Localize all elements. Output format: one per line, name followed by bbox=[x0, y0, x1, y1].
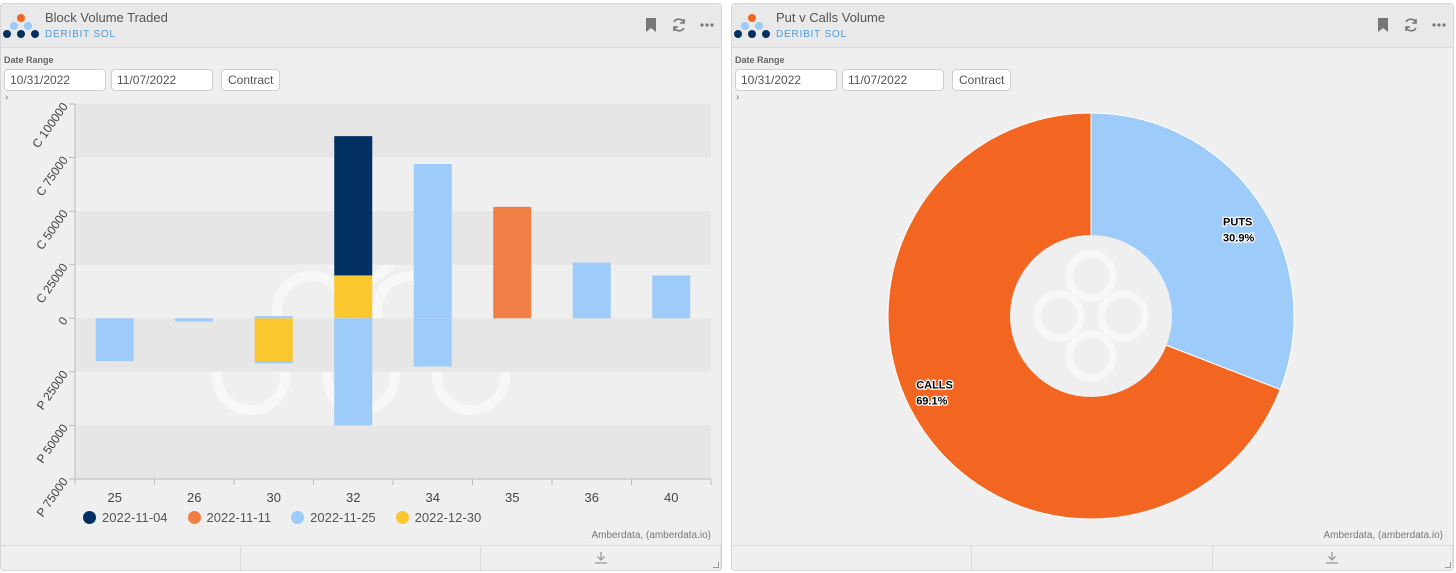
date-range-label: Date Range bbox=[4, 55, 54, 65]
end-date-input[interactable] bbox=[842, 69, 944, 91]
bar-35-2022-11-11[interactable] bbox=[493, 206, 532, 319]
legend-swatch bbox=[187, 511, 201, 524]
download-icon[interactable] bbox=[594, 551, 608, 565]
bar-26-2022-11-25[interactable] bbox=[175, 318, 214, 322]
bar-34-2022-11-25[interactable] bbox=[413, 318, 452, 367]
bar-36-2022-11-25[interactable] bbox=[572, 262, 611, 319]
legend-item[interactable]: 2022-11-25 bbox=[291, 510, 376, 525]
x-tick-label: 26 bbox=[187, 490, 201, 505]
x-tick-label: 40 bbox=[664, 490, 678, 505]
start-date-input[interactable] bbox=[735, 69, 837, 91]
bookmark-icon[interactable] bbox=[643, 17, 659, 33]
grid-band bbox=[75, 211, 711, 265]
legend-swatch bbox=[291, 511, 305, 524]
resize-handle[interactable] bbox=[1445, 562, 1451, 568]
slice-percent: 30.9% bbox=[1223, 233, 1254, 245]
y-tick-label: P 25000 bbox=[34, 368, 71, 413]
put-v-calls-donut-chart: PUTS 30.9% CALLS 69.1% bbox=[887, 112, 1295, 520]
donut-hole bbox=[1010, 235, 1172, 397]
panel-footer bbox=[1, 545, 721, 570]
y-tick-label: 0 bbox=[55, 314, 70, 328]
bar-32-2022-12-30[interactable] bbox=[334, 275, 373, 319]
bar-40-2022-11-25[interactable] bbox=[652, 275, 691, 319]
contract-button[interactable]: Contract bbox=[952, 69, 1012, 91]
grid-band bbox=[75, 104, 711, 158]
chart-legend: 2022-11-04 2022-11-11 2022-11-25 2022-12… bbox=[83, 510, 481, 525]
panel-header: Block Volume Traded DERIBIT SOL bbox=[1, 4, 721, 48]
x-tick-label: 36 bbox=[585, 490, 599, 505]
footer-cell bbox=[972, 546, 1213, 570]
y-tick-label: C 100000 bbox=[29, 100, 71, 151]
panel-subtitle: DERIBIT SOL bbox=[776, 29, 847, 40]
legend-item[interactable]: 2022-11-04 bbox=[83, 510, 168, 525]
y-tick-label: C 50000 bbox=[33, 207, 71, 252]
bar-32-2022-11-25[interactable] bbox=[334, 318, 373, 426]
footer-cell bbox=[241, 546, 481, 570]
x-tick-label: 32 bbox=[346, 490, 360, 505]
credit-text: Amberdata, (amberdata.io) bbox=[591, 530, 711, 541]
bar-32-2022-11-04[interactable] bbox=[334, 136, 373, 276]
refresh-icon[interactable] bbox=[1403, 17, 1419, 33]
bar-34-2022-11-25[interactable] bbox=[413, 164, 452, 319]
date-range-label: Date Range bbox=[735, 55, 785, 65]
more-icon[interactable] bbox=[1431, 17, 1447, 33]
x-tick-label: 35 bbox=[505, 490, 519, 505]
footer-cell bbox=[481, 546, 721, 570]
footer-cell bbox=[1, 546, 241, 570]
bar-30-2022-11-25[interactable] bbox=[254, 362, 293, 364]
more-icon[interactable] bbox=[699, 17, 715, 33]
x-tick-label: 30 bbox=[267, 490, 281, 505]
watermark-logo bbox=[1033, 250, 1149, 382]
y-tick-label: C 75000 bbox=[33, 153, 71, 198]
amberdata-logo-icon bbox=[3, 14, 39, 38]
legend-swatch bbox=[395, 511, 409, 524]
put-v-calls-panel: Put v Calls Volume DERIBIT SOL Date Rang… bbox=[731, 3, 1454, 571]
expand-chevron-icon[interactable]: › bbox=[5, 92, 9, 103]
x-tick-label: 34 bbox=[426, 490, 440, 505]
panel-subtitle: DERIBIT SOL bbox=[45, 29, 116, 40]
legend-label: 2022-12-30 bbox=[414, 510, 482, 525]
slice-percent: 69.1% bbox=[916, 395, 947, 407]
start-date-input[interactable] bbox=[4, 69, 106, 91]
x-tick-label: 25 bbox=[108, 490, 122, 505]
bar-30-2022-11-25[interactable] bbox=[254, 316, 293, 319]
refresh-icon[interactable] bbox=[671, 17, 687, 33]
legend-item[interactable]: 2022-12-30 bbox=[395, 510, 482, 525]
panel-title: Block Volume Traded bbox=[45, 10, 168, 25]
legend-label: 2022-11-11 bbox=[206, 510, 272, 525]
bar-25-2022-11-25[interactable] bbox=[95, 318, 134, 362]
block-volume-panel: Block Volume Traded DERIBIT SOL Date Ran… bbox=[0, 3, 722, 571]
slice-label: PUTS bbox=[1223, 217, 1252, 229]
legend-label: 2022-11-04 bbox=[102, 510, 168, 525]
footer-cell bbox=[1213, 546, 1453, 570]
download-icon[interactable] bbox=[1325, 551, 1339, 565]
credit-text: Amberdata, (amberdata.io) bbox=[1323, 530, 1443, 541]
panel-title: Put v Calls Volume bbox=[776, 10, 886, 25]
y-tick-label: P 75000 bbox=[34, 475, 71, 520]
y-tick-label: C 25000 bbox=[33, 260, 71, 305]
expand-chevron-icon[interactable]: › bbox=[736, 92, 740, 103]
slice-label: CALLS bbox=[916, 379, 953, 391]
amberdata-logo-icon bbox=[734, 14, 770, 38]
footer-cell bbox=[732, 546, 973, 570]
contract-button[interactable]: Contract bbox=[221, 69, 281, 91]
legend-item[interactable]: 2022-11-11 bbox=[187, 510, 272, 525]
grid-band bbox=[75, 425, 711, 479]
bar-30-2022-12-30[interactable] bbox=[254, 318, 293, 362]
bookmark-icon[interactable] bbox=[1375, 17, 1391, 33]
end-date-input[interactable] bbox=[111, 69, 213, 91]
resize-handle[interactable] bbox=[713, 562, 719, 568]
grid-band bbox=[75, 318, 711, 372]
legend-swatch bbox=[83, 511, 96, 524]
panel-footer bbox=[732, 545, 1453, 570]
y-tick-label: P 50000 bbox=[34, 421, 71, 466]
panel-header: Put v Calls Volume DERIBIT SOL bbox=[732, 4, 1453, 48]
legend-label: 2022-11-25 bbox=[310, 510, 376, 525]
